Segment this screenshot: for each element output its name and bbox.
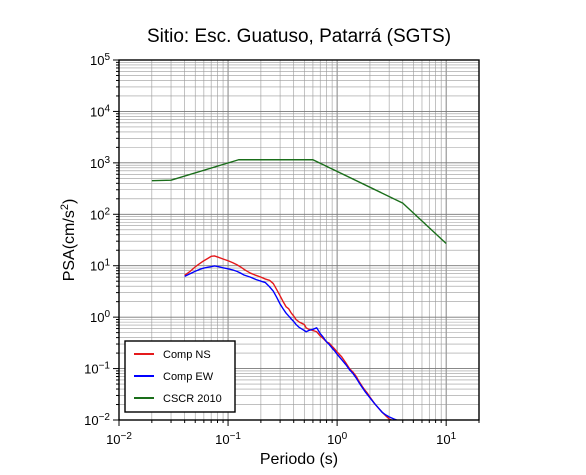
x-tick-label: 10−1: [215, 431, 241, 448]
axis-ticks: [113, 59, 480, 426]
x-tick-labels: 10−2 10−1 100 101: [106, 431, 457, 448]
x-tick-label: 10−2: [106, 431, 132, 448]
y-tick-label: 103: [90, 154, 110, 171]
y-tick-label: 104: [90, 103, 110, 120]
legend-label: Comp EW: [163, 371, 214, 383]
legend-label: CSCR 2010: [163, 393, 222, 405]
legend-label: Comp NS: [163, 349, 211, 361]
series-line-comp-ew: [184, 265, 399, 420]
plot-frame: [118, 59, 480, 421]
series-line-cscr-2010: [151, 159, 447, 245]
y-tick-label: 102: [90, 206, 110, 223]
chart-title: Sitio: Esc. Guatuso, Patarrá (SGTS): [147, 26, 451, 47]
y-axis-label: PSA(cm/s2): [59, 199, 78, 282]
y-tick-label: 100: [90, 309, 110, 326]
y-tick-labels: 10−2 10−1 100 101 102 103 104 105: [84, 52, 110, 429]
series-layer: [151, 159, 447, 420]
y-tick-label: 10−2: [84, 412, 110, 429]
legend: Comp NS Comp EW CSCR 2010: [124, 340, 236, 413]
x-axis-label: Periodo (s): [260, 451, 338, 468]
y-tick-label: 10−1: [84, 360, 110, 377]
x-tick-label: 100: [327, 431, 347, 448]
grid: [118, 59, 480, 421]
y-tick-label: 101: [90, 257, 110, 274]
y-tick-label: 105: [90, 52, 110, 69]
x-tick-label: 101: [436, 431, 456, 448]
